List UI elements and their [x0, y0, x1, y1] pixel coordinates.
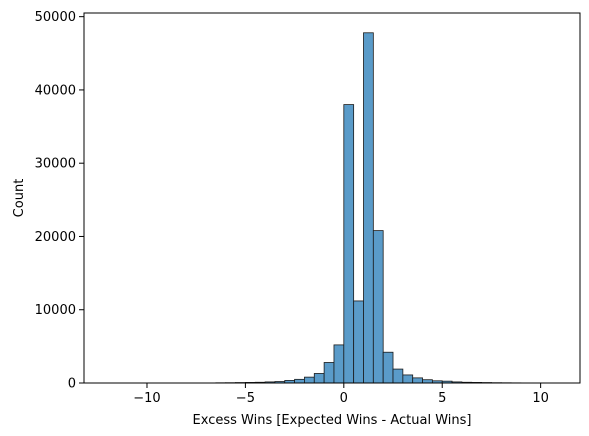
histogram-bar: [333, 344, 345, 384]
histogram-bar: [412, 377, 423, 384]
histogram-bars: [215, 32, 522, 384]
histogram-bar: [304, 376, 315, 384]
histogram-bar: [372, 230, 384, 384]
histogram-bar: [382, 351, 394, 384]
y-axis-ticks: 0 10000 20000 30000 40000 50000: [35, 10, 84, 392]
histogram-bar: [343, 104, 355, 384]
x-tick-label: 0: [340, 391, 348, 406]
x-tick-label: 5: [438, 391, 446, 406]
x-tick-label: −5: [236, 391, 255, 406]
histogram-bar: [313, 373, 325, 384]
y-tick-label: 50000: [35, 10, 76, 25]
y-tick-label: 0: [68, 377, 76, 392]
y-tick-label: 40000: [35, 83, 76, 98]
x-tick-label: 10: [532, 391, 549, 406]
plot-frame: [83, 12, 581, 384]
histogram-bar: [323, 362, 335, 384]
histogram-bar: [392, 368, 404, 384]
y-tick-label: 20000: [35, 230, 76, 245]
histogram-bar: [363, 32, 374, 384]
y-axis-label: Count: [12, 179, 27, 218]
x-axis-label: Excess Wins [Expected Wins - Actual Wins…: [193, 413, 472, 428]
y-tick-label: 10000: [35, 303, 76, 318]
histogram-bar: [294, 378, 305, 384]
x-tick-label: −10: [133, 391, 160, 406]
x-axis-ticks: −10 −5 0 5 10: [133, 383, 549, 406]
histogram-bar: [353, 300, 364, 384]
y-tick-label: 30000: [35, 157, 76, 172]
histogram-bar: [402, 374, 414, 384]
